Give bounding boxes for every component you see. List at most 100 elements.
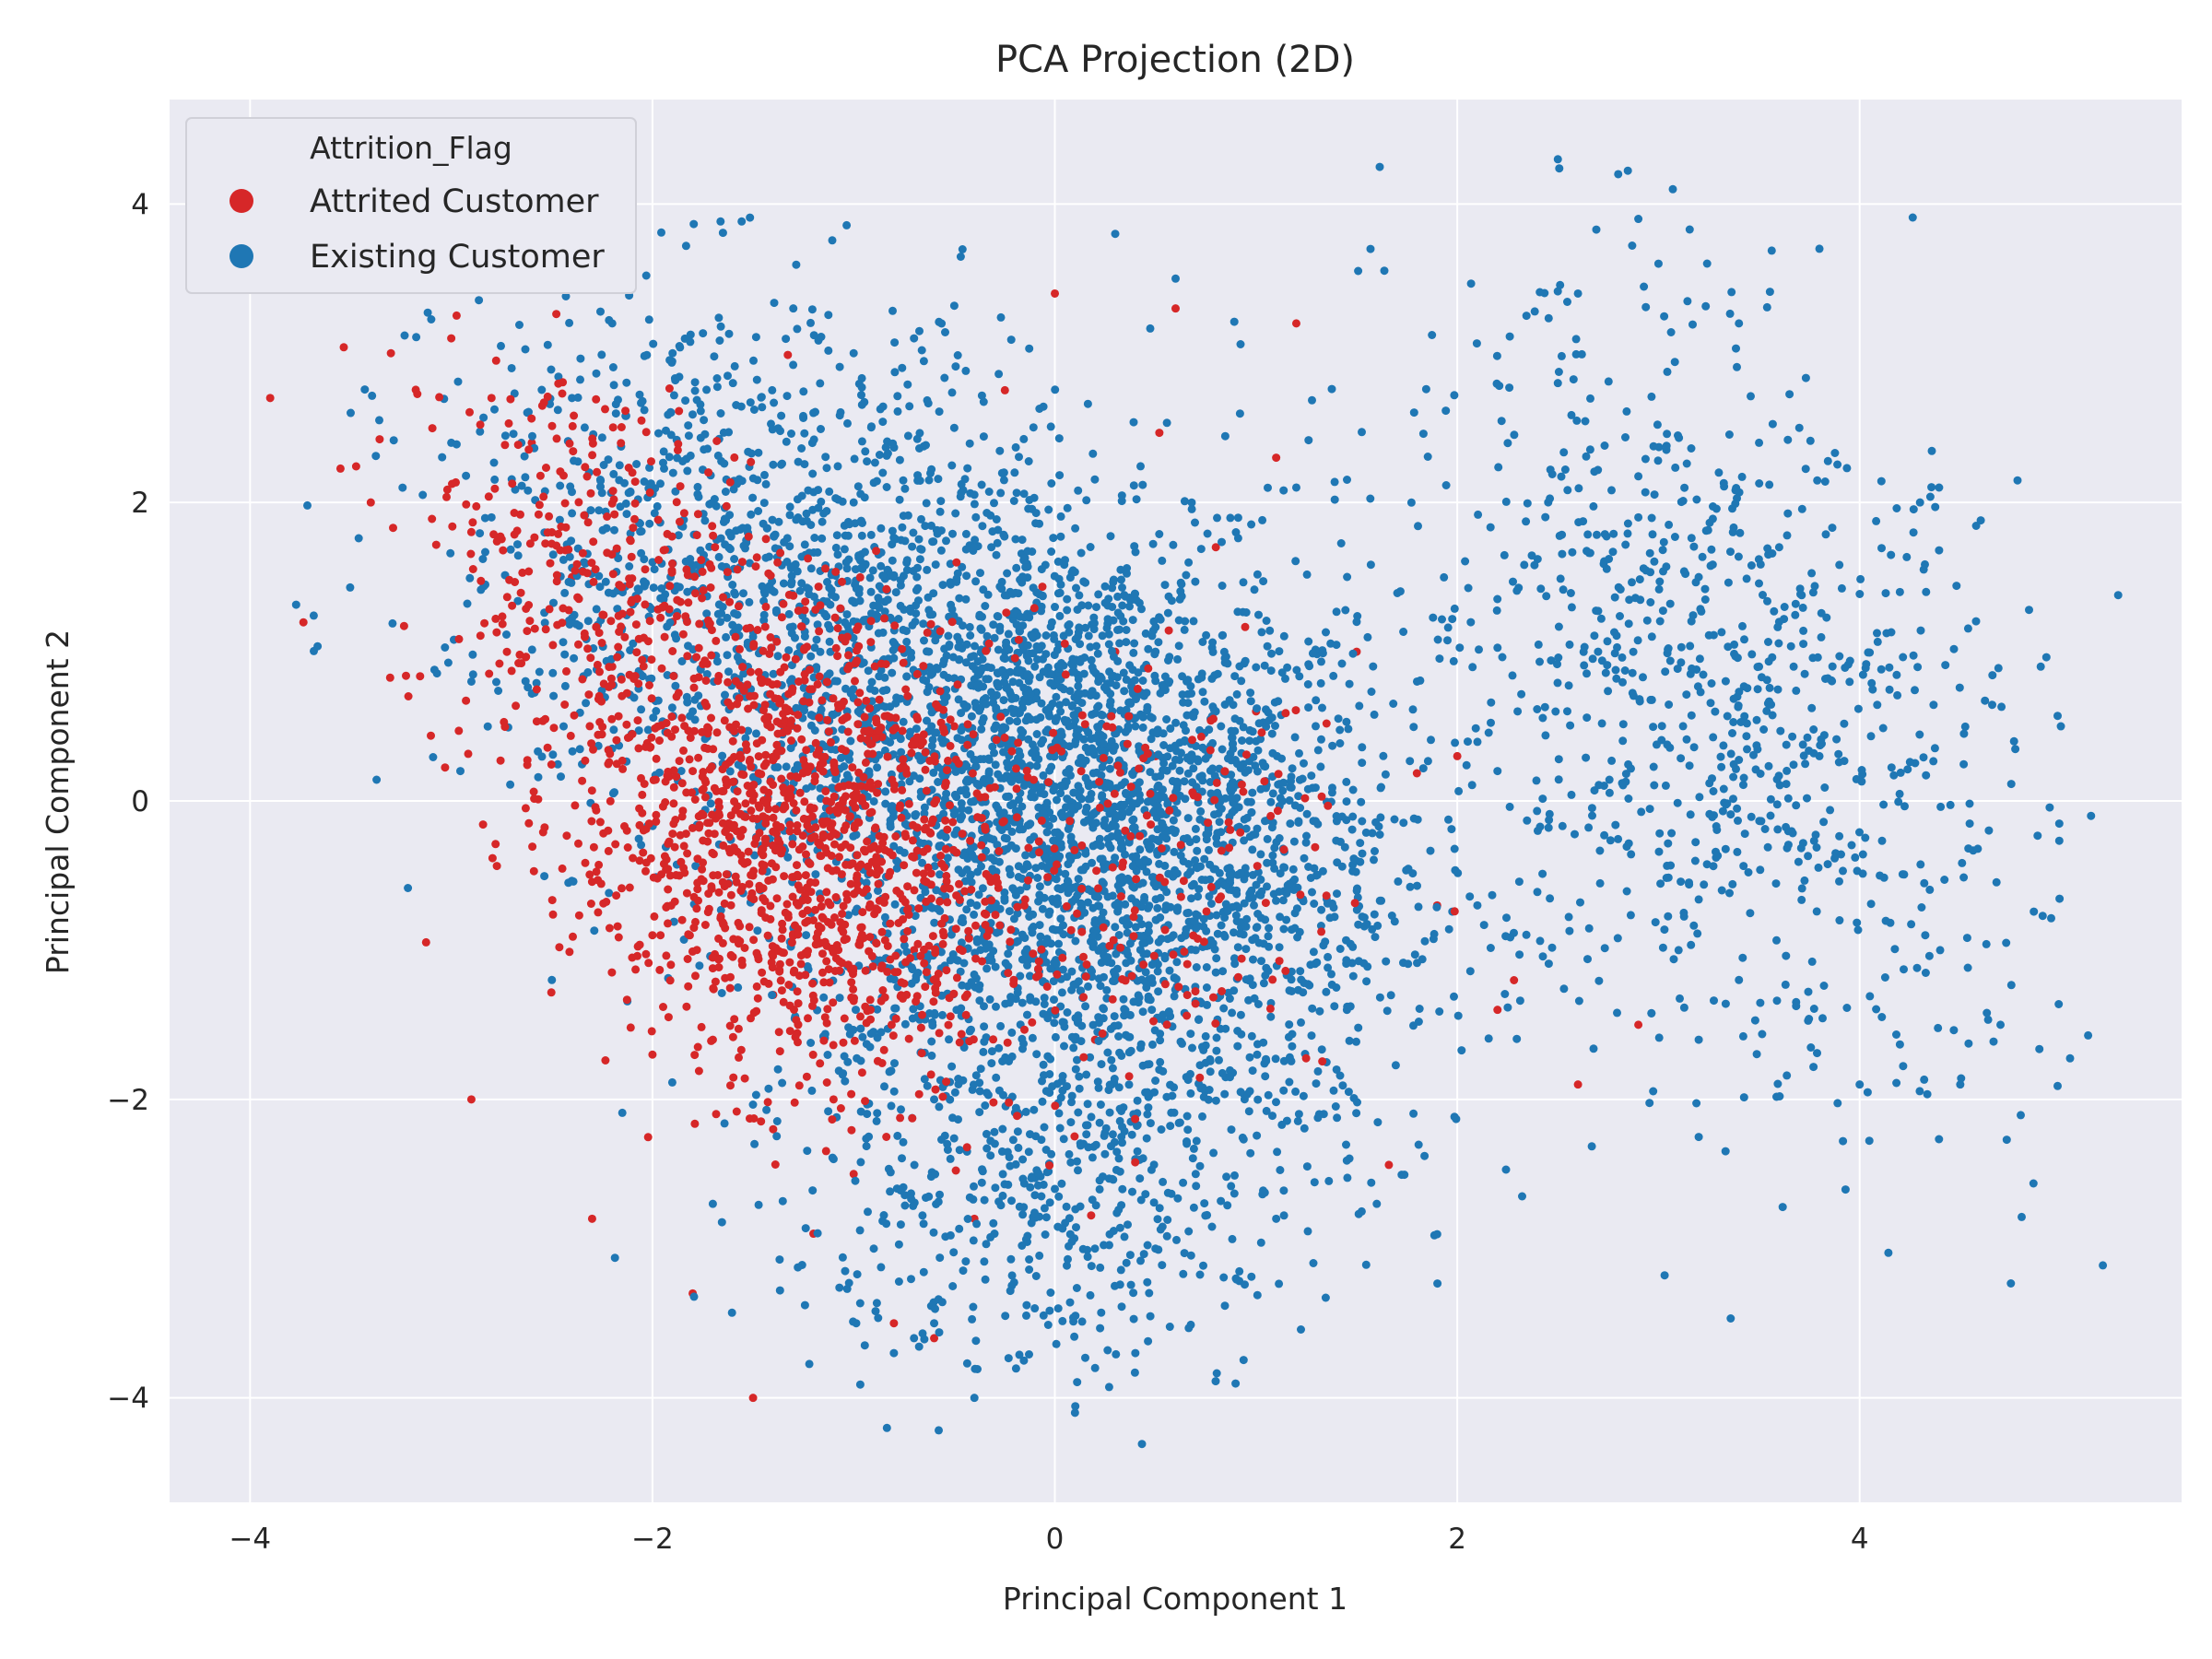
point-existing-customer bbox=[843, 1057, 853, 1066]
point-existing-customer bbox=[1451, 738, 1460, 747]
point-existing-customer bbox=[989, 620, 998, 629]
point-existing-customer bbox=[1026, 819, 1035, 829]
point-existing-customer bbox=[938, 1010, 947, 1019]
point-existing-customer bbox=[1330, 1002, 1339, 1011]
point-existing-customer bbox=[1023, 960, 1031, 970]
point-existing-customer bbox=[1007, 777, 1016, 786]
point-existing-customer bbox=[1318, 649, 1327, 658]
point-existing-customer bbox=[1840, 757, 1849, 766]
point-existing-customer bbox=[822, 612, 831, 621]
point-existing-customer bbox=[1497, 417, 1506, 426]
point-existing-customer bbox=[1607, 486, 1616, 495]
point-existing-customer bbox=[1063, 877, 1072, 886]
point-existing-customer bbox=[1616, 585, 1625, 594]
point-existing-customer bbox=[559, 638, 568, 647]
point-existing-customer bbox=[1268, 1112, 1277, 1121]
point-existing-customer bbox=[673, 453, 682, 463]
point-existing-customer bbox=[663, 671, 672, 679]
point-attrited-customer bbox=[849, 1170, 858, 1179]
point-existing-customer bbox=[1100, 683, 1109, 692]
point-existing-customer bbox=[1234, 903, 1243, 912]
point-existing-customer bbox=[1630, 594, 1640, 603]
point-existing-customer bbox=[1565, 926, 1574, 935]
point-existing-customer bbox=[1077, 899, 1086, 908]
point-existing-customer bbox=[389, 436, 398, 445]
point-existing-customer bbox=[857, 382, 866, 392]
point-existing-customer bbox=[657, 228, 665, 237]
point-existing-customer bbox=[1215, 1055, 1223, 1065]
point-existing-customer bbox=[1664, 644, 1673, 653]
point-existing-customer bbox=[1106, 532, 1115, 541]
point-existing-customer bbox=[560, 650, 570, 659]
point-existing-customer bbox=[1278, 786, 1288, 795]
point-existing-customer bbox=[785, 502, 794, 512]
point-existing-customer bbox=[1025, 344, 1034, 353]
point-existing-customer bbox=[1324, 952, 1333, 961]
point-existing-customer bbox=[1265, 626, 1275, 635]
point-existing-customer bbox=[1332, 812, 1341, 820]
point-existing-customer bbox=[922, 441, 930, 450]
point-existing-customer bbox=[1226, 1065, 1234, 1075]
point-existing-customer bbox=[1240, 836, 1249, 845]
point-existing-customer bbox=[671, 681, 680, 690]
point-existing-customer bbox=[1018, 930, 1027, 939]
point-existing-customer bbox=[976, 1065, 985, 1074]
point-existing-customer bbox=[1798, 603, 1807, 612]
point-existing-customer bbox=[752, 375, 761, 384]
point-existing-customer bbox=[1641, 454, 1650, 464]
point-existing-customer bbox=[1604, 377, 1613, 386]
point-existing-customer bbox=[1012, 488, 1021, 498]
point-existing-customer bbox=[1312, 722, 1320, 731]
point-existing-customer bbox=[1819, 818, 1829, 827]
point-existing-customer bbox=[999, 476, 1008, 485]
point-existing-customer bbox=[1712, 847, 1720, 856]
point-existing-customer bbox=[1789, 760, 1798, 770]
point-existing-customer bbox=[1443, 636, 1452, 645]
point-existing-customer bbox=[1583, 713, 1592, 723]
point-existing-customer bbox=[867, 422, 876, 431]
point-existing-customer bbox=[553, 759, 562, 769]
point-existing-customer bbox=[1238, 736, 1246, 745]
point-existing-customer bbox=[994, 370, 1004, 379]
point-existing-customer bbox=[1982, 939, 1991, 948]
point-existing-customer bbox=[570, 456, 578, 465]
point-existing-customer bbox=[1877, 665, 1886, 674]
point-existing-customer bbox=[1775, 1092, 1784, 1100]
point-existing-customer bbox=[1246, 1148, 1255, 1158]
point-existing-customer bbox=[1887, 550, 1896, 559]
point-existing-customer bbox=[974, 670, 983, 679]
point-existing-customer bbox=[1774, 771, 1783, 781]
point-existing-customer bbox=[1010, 468, 1019, 477]
point-existing-customer bbox=[609, 469, 618, 478]
point-existing-customer bbox=[634, 834, 643, 843]
point-existing-customer bbox=[1177, 934, 1186, 943]
point-existing-customer bbox=[1135, 778, 1144, 787]
point-existing-customer bbox=[1015, 453, 1023, 462]
point-existing-customer bbox=[1316, 678, 1325, 688]
point-existing-customer bbox=[1605, 555, 1614, 563]
point-existing-customer bbox=[943, 853, 952, 863]
point-existing-customer bbox=[1711, 707, 1720, 716]
point-existing-customer bbox=[1707, 545, 1716, 554]
point-existing-customer bbox=[565, 552, 574, 561]
point-existing-customer bbox=[1522, 930, 1531, 939]
point-existing-customer bbox=[1923, 1089, 1932, 1099]
point-existing-customer bbox=[1257, 628, 1266, 637]
point-existing-customer bbox=[1169, 540, 1178, 549]
point-existing-customer bbox=[718, 229, 727, 238]
point-existing-customer bbox=[716, 618, 724, 627]
point-existing-customer bbox=[1038, 904, 1047, 913]
point-existing-customer bbox=[984, 488, 994, 496]
point-existing-customer bbox=[1036, 932, 1045, 941]
point-existing-customer bbox=[1484, 728, 1493, 737]
point-existing-customer bbox=[1449, 656, 1458, 665]
point-existing-customer bbox=[1294, 792, 1303, 801]
point-existing-customer bbox=[810, 643, 819, 653]
point-existing-customer bbox=[1719, 784, 1728, 794]
point-existing-customer bbox=[1098, 711, 1107, 720]
point-existing-customer bbox=[388, 618, 397, 628]
point-existing-customer bbox=[965, 439, 974, 448]
point-existing-customer bbox=[1118, 844, 1127, 853]
point-existing-customer bbox=[1220, 431, 1230, 441]
point-existing-customer bbox=[1296, 804, 1305, 812]
